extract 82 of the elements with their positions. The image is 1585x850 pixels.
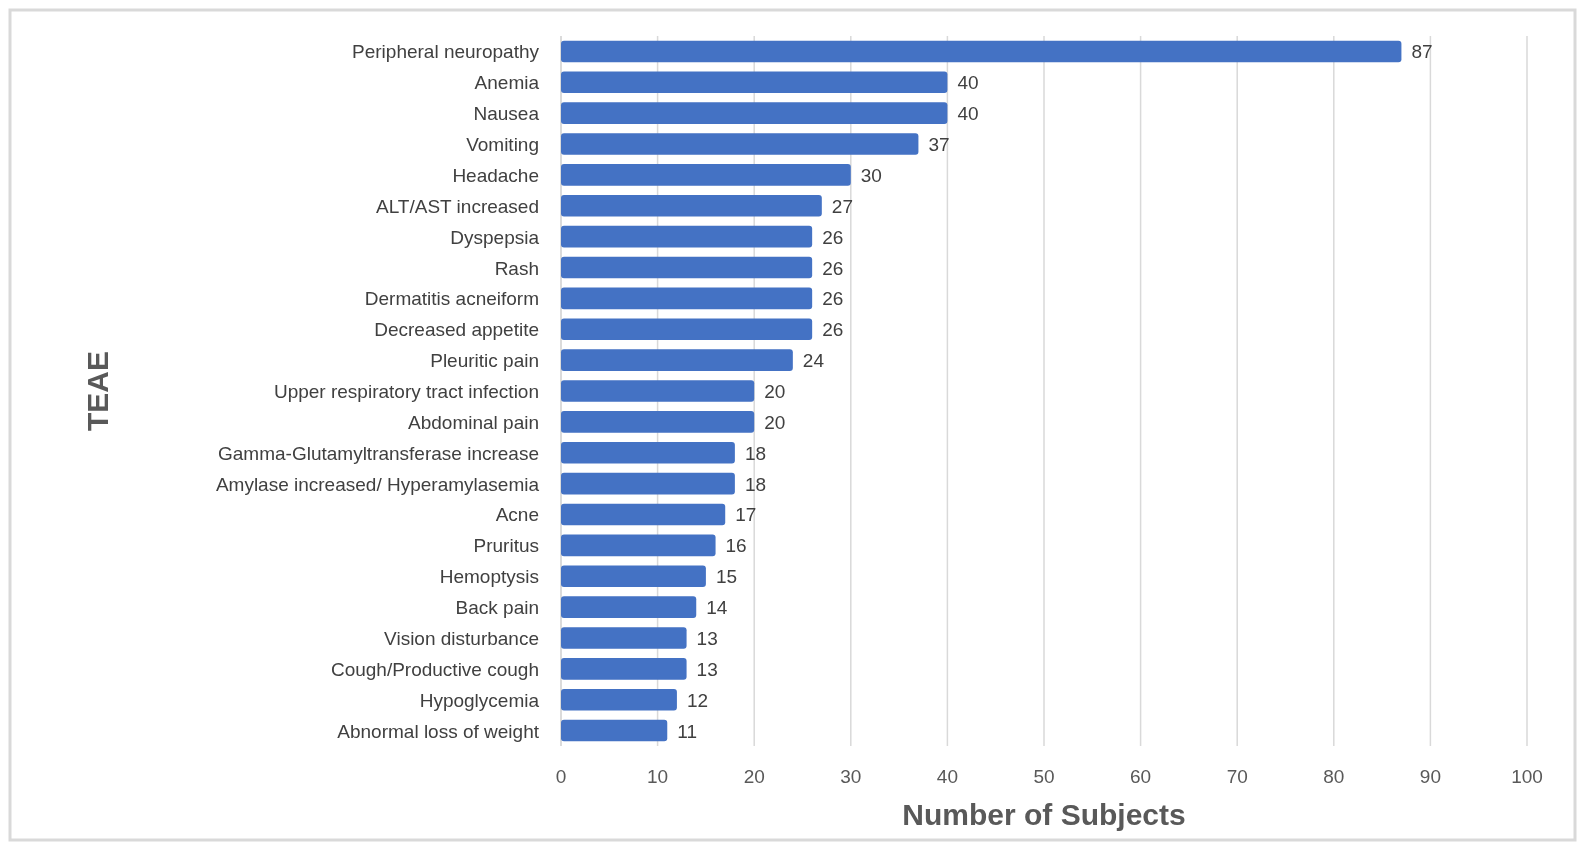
data-label: 17 xyxy=(735,504,757,526)
data-label: 40 xyxy=(957,72,979,94)
y-tick-label: Rash xyxy=(494,257,539,279)
x-tick-label: 80 xyxy=(1323,766,1345,787)
bar xyxy=(561,472,735,495)
y-tick-label: Acne xyxy=(495,504,539,526)
bar xyxy=(561,596,697,618)
data-label: 26 xyxy=(822,288,844,310)
x-tick-label: 70 xyxy=(1226,766,1248,787)
y-axis-title: TEAE xyxy=(81,350,114,432)
data-label: 11 xyxy=(677,720,697,742)
data-label: 37 xyxy=(928,134,950,156)
y-tick-label: Hemoptysis xyxy=(439,566,539,588)
bar xyxy=(561,225,813,248)
bar xyxy=(561,133,919,155)
bar xyxy=(561,287,813,310)
data-label: 27 xyxy=(831,195,853,217)
x-tick-label: 20 xyxy=(743,766,765,787)
x-tick-label: 60 xyxy=(1130,766,1152,787)
y-tick-label: Dyspepsia xyxy=(450,226,540,248)
x-axis-title: Number of Subjects xyxy=(902,798,1186,831)
y-tick-label: Vomiting xyxy=(466,134,539,156)
bar xyxy=(561,102,948,124)
y-tick-label: Headache xyxy=(452,164,539,186)
y-tick-label: Pruritus xyxy=(473,535,539,557)
bar xyxy=(561,318,813,341)
data-label: 26 xyxy=(822,226,844,248)
data-label: 40 xyxy=(957,103,979,125)
data-label: 18 xyxy=(744,442,767,464)
y-tick-label: Cough/Productive cough xyxy=(330,658,539,680)
bar xyxy=(561,534,716,557)
data-label: 13 xyxy=(696,658,718,680)
x-tick-label: 30 xyxy=(840,766,862,787)
data-label: 20 xyxy=(764,381,786,402)
bar xyxy=(561,719,668,742)
x-tick-label: 50 xyxy=(1033,766,1055,787)
bar xyxy=(561,380,755,402)
bar xyxy=(561,40,1402,63)
bar xyxy=(561,565,706,588)
x-tick-label: 100 xyxy=(1511,766,1543,787)
y-tick-label: Nausea xyxy=(473,103,540,125)
y-tick-label: Anemia xyxy=(474,72,540,94)
data-label: 14 xyxy=(706,597,728,619)
y-tick-label: Dermatitis acneiform xyxy=(364,288,539,310)
bar xyxy=(561,627,687,649)
data-label: 16 xyxy=(725,535,747,557)
x-tick-label: 10 xyxy=(647,766,669,787)
bar xyxy=(561,256,813,279)
data-label: 26 xyxy=(822,257,844,279)
y-tick-label: Amylase increased/ Hyperamylasemia xyxy=(215,473,540,495)
bar xyxy=(561,688,677,711)
data-label: 18 xyxy=(744,473,767,495)
y-tick-label: Pleuritic pain xyxy=(430,350,539,372)
bar xyxy=(561,658,687,680)
data-label: 20 xyxy=(764,411,786,433)
data-label: 30 xyxy=(860,164,882,186)
x-tick-label: 40 xyxy=(936,766,958,787)
y-tick-label: Peripheral neuropathy xyxy=(352,41,540,63)
bar xyxy=(561,349,793,371)
data-label: 26 xyxy=(822,319,844,341)
bar xyxy=(561,411,755,433)
x-tick-label: 90 xyxy=(1419,766,1441,787)
bar xyxy=(561,503,726,526)
y-tick-label: Hypoglycemia xyxy=(419,689,540,711)
y-tick-label: Upper respiratory tract infection xyxy=(273,381,539,402)
y-tick-label: Back pain xyxy=(455,597,539,619)
bar xyxy=(561,441,735,464)
data-label: 24 xyxy=(802,350,825,372)
y-tick-label: Abnormal loss of weight xyxy=(337,720,540,742)
y-tick-label: ALT/AST increased xyxy=(376,195,539,217)
y-tick-label: Gamma-Glutamyltransferase increase xyxy=(218,442,539,464)
bar xyxy=(561,71,948,94)
data-label: 15 xyxy=(715,566,738,588)
data-label: 13 xyxy=(696,627,718,649)
data-label: 87 xyxy=(1411,41,1433,63)
x-tick-label: 0 xyxy=(555,766,567,787)
data-label: 12 xyxy=(686,689,709,711)
y-tick-label: Vision disturbance xyxy=(384,627,539,649)
bar xyxy=(561,194,822,217)
bar xyxy=(561,164,851,186)
y-tick-label: Decreased appetite xyxy=(374,319,539,341)
y-tick-label: Abdominal pain xyxy=(408,411,539,433)
